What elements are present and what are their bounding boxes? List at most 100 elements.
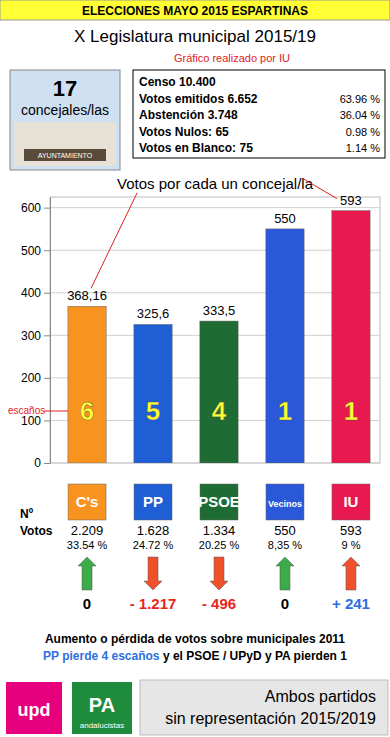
summary-part: y el PSOE / UPyD y PA pierden 1 — [160, 649, 348, 663]
title: X Legislatura municipal 2015/19 — [74, 27, 316, 46]
tick-mark — [44, 420, 50, 421]
tick-label: 600 — [21, 201, 41, 215]
category-label: PP — [143, 493, 163, 510]
summary: PP pierde 4 escaños y el PSOE / UPyD y P… — [43, 649, 347, 663]
tick-label: 300 — [21, 329, 41, 343]
grid-line — [50, 207, 380, 208]
change: 0 — [281, 595, 289, 612]
stats-percent: 1.14 % — [346, 142, 380, 154]
stats-label: Abstención 3.748 — [139, 108, 238, 122]
party-logo — [68, 484, 106, 520]
credit: Gráfico realizado por IU — [174, 52, 290, 64]
pointer-line — [91, 193, 137, 288]
change: + 241 — [332, 595, 370, 612]
tick-mark — [44, 463, 50, 464]
sign — [24, 149, 106, 161]
row-label: Nº — [20, 507, 34, 521]
building — [14, 122, 116, 166]
tick: 300 — [21, 329, 50, 343]
bar — [332, 211, 370, 463]
category-label: PSOE — [198, 493, 240, 510]
data-label: 593 — [340, 193, 362, 208]
bar — [68, 306, 106, 463]
change: 0 — [83, 595, 91, 612]
stats-percent: 0.98 % — [346, 126, 380, 138]
change: - 496 — [202, 595, 236, 612]
y-axis: 0100200300400500600 — [21, 198, 51, 471]
tick-label: 200 — [21, 371, 41, 385]
seats: 1 — [278, 396, 292, 426]
percent: 8,35 % — [268, 539, 302, 551]
tick-mark — [44, 250, 50, 251]
pointer-line — [304, 179, 337, 199]
stats-frame — [133, 70, 385, 158]
tick-mark — [44, 335, 50, 336]
seats: 5 — [146, 396, 160, 426]
council-count: 17 — [53, 76, 77, 101]
category-label: C's — [76, 493, 99, 510]
logo-upd — [6, 682, 62, 734]
footer-box — [140, 680, 388, 735]
stats-label: Votos emitidos 6.652 — [139, 92, 258, 106]
tick: 600 — [21, 201, 50, 215]
change-arrow — [210, 557, 228, 590]
grid-line — [50, 250, 380, 251]
grid — [50, 208, 380, 463]
banner: ELECCIONES MAYO 2015 ESPARTINAS — [82, 4, 308, 18]
seats: 4 — [212, 396, 227, 426]
data-label: 325,6 — [137, 306, 170, 321]
plot-frame — [50, 197, 380, 463]
tick: 200 — [21, 371, 50, 385]
summary-part: PP pierde 4 escaños — [43, 649, 160, 663]
seats-label: escaños — [8, 405, 45, 416]
tick: 0 — [34, 456, 50, 470]
logo-text: upd — [18, 700, 51, 720]
tick-mark — [44, 293, 50, 294]
votes: 1.334 — [203, 523, 236, 538]
data-label: 368,16 — [67, 288, 107, 303]
infographic: ELECCIONES MAYO 2015 ESPARTINAS X Legisla… — [0, 0, 390, 737]
council-box: AYUNTAMIENTO 17concejales/las — [10, 70, 120, 170]
council-bg — [10, 70, 120, 170]
bars — [68, 211, 370, 463]
seats-pointer — [44, 411, 68, 412]
stats-label: Votos Nulos: 65 — [139, 125, 229, 139]
percent: 20.25 % — [199, 539, 240, 551]
chart-title: Votos por cada un concejal/la — [117, 175, 314, 192]
bar — [134, 324, 172, 463]
logo-sub: andalucistas — [80, 721, 124, 730]
tick-mark — [44, 378, 50, 379]
change: - 1.217 — [130, 595, 177, 612]
axis-line — [50, 198, 51, 464]
change-arrow — [342, 557, 360, 590]
caption: Aumento o pérdida de votos sobre municip… — [45, 632, 345, 646]
tick-label: 500 — [21, 244, 41, 258]
votes: 1.628 — [137, 523, 170, 538]
votes: 2.209 — [71, 523, 104, 538]
tick: 500 — [21, 244, 50, 258]
percent: 33.54 % — [67, 539, 108, 551]
banner-bg — [0, 0, 390, 20]
change-arrow — [276, 557, 294, 590]
pointer-lines — [91, 179, 337, 288]
sign-text: AYUNTAMIENTO — [38, 152, 93, 159]
council-label: concejales/las — [21, 102, 109, 118]
category-label: IU — [343, 493, 358, 510]
logo-text: PA — [89, 694, 115, 716]
votes: 593 — [340, 523, 362, 538]
change-arrow — [144, 557, 162, 590]
stats-percent: 63.96 % — [340, 93, 381, 105]
stats-label: Votos en Blanco: 75 — [139, 141, 253, 155]
percent: 9 % — [341, 539, 360, 551]
category-label: Vecinos — [268, 499, 302, 509]
party-logo — [332, 484, 370, 520]
data-label: 550 — [274, 211, 296, 226]
tick-label: 400 — [21, 286, 41, 300]
bar — [200, 321, 238, 463]
tick: 400 — [21, 286, 50, 300]
stats-box: Censo 10.400Votos emitidos 6.65263.96 %A… — [133, 70, 385, 158]
votes: 550 — [274, 523, 296, 538]
tick-mark — [44, 208, 50, 209]
footer-text: sin representación 2015/2019 — [165, 710, 376, 727]
seats: 1 — [344, 396, 358, 426]
